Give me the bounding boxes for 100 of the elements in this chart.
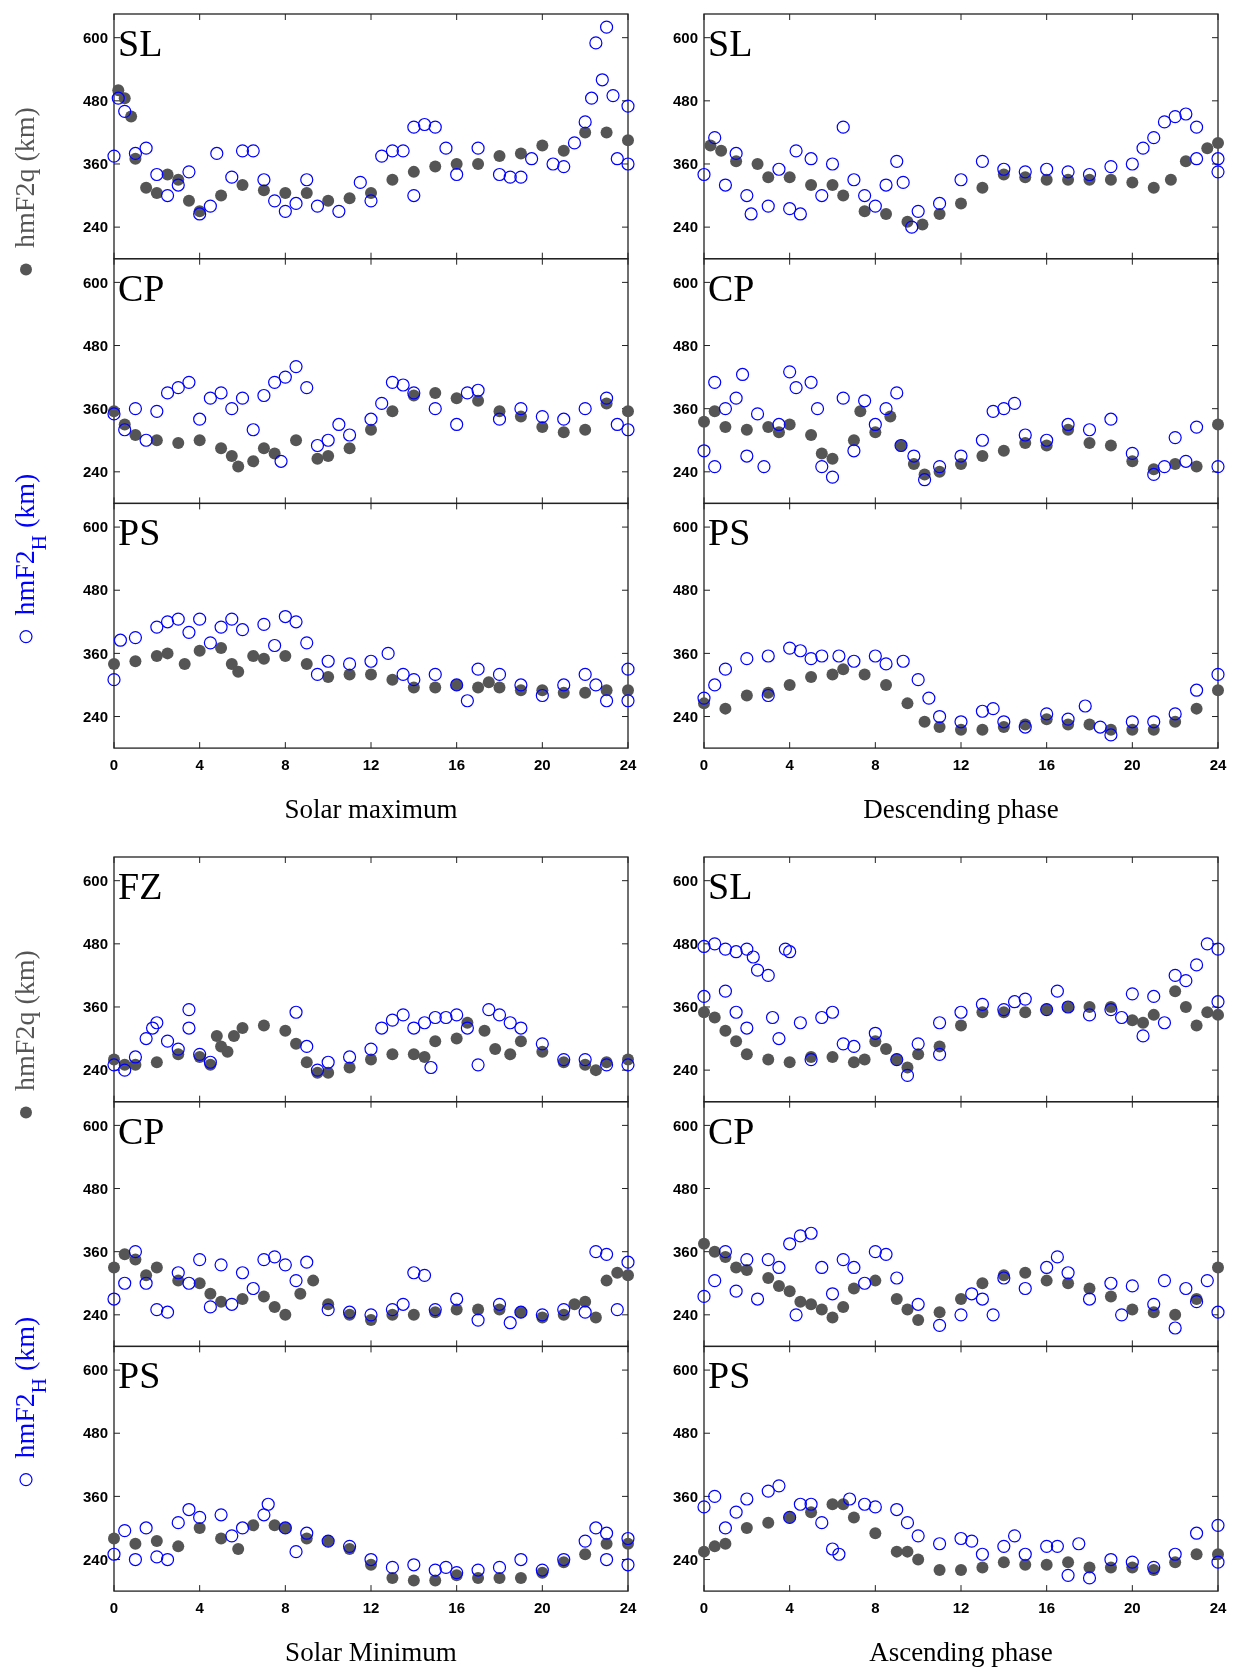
point	[1083, 718, 1096, 731]
point	[1157, 459, 1172, 474]
point	[342, 657, 357, 671]
point	[514, 1571, 527, 1584]
point	[482, 1003, 496, 1017]
point	[257, 173, 271, 187]
point	[793, 1229, 807, 1243]
x-tick-label: 24	[619, 1599, 637, 1617]
y-tick-label: 240	[82, 707, 108, 725]
point	[160, 1305, 175, 1319]
point	[599, 20, 614, 34]
point	[1040, 173, 1053, 186]
point	[750, 1292, 765, 1306]
point	[793, 644, 807, 658]
point	[225, 657, 238, 670]
point	[203, 1300, 217, 1314]
point	[740, 1521, 753, 1534]
point	[826, 1311, 839, 1324]
point	[815, 459, 829, 474]
point	[1147, 467, 1161, 482]
point	[322, 194, 335, 207]
point	[407, 1266, 421, 1280]
point	[595, 73, 609, 87]
point	[847, 654, 861, 668]
point	[772, 162, 786, 176]
point	[815, 1303, 828, 1316]
point	[810, 402, 825, 416]
point	[472, 681, 485, 694]
point	[621, 1255, 635, 1269]
point	[1157, 1016, 1172, 1030]
point	[300, 381, 314, 395]
point	[976, 1561, 989, 1574]
point	[321, 1055, 335, 1069]
point	[896, 654, 910, 668]
point	[954, 715, 968, 729]
point	[1179, 454, 1193, 468]
point	[1040, 162, 1054, 176]
point	[1211, 942, 1225, 956]
point	[450, 1008, 464, 1022]
point	[235, 623, 250, 637]
y-tick-label: 240	[82, 1550, 108, 1568]
point	[621, 157, 635, 171]
point	[257, 617, 271, 632]
point	[300, 173, 314, 187]
point	[375, 1021, 389, 1035]
point	[1104, 173, 1117, 186]
point	[589, 1311, 602, 1324]
point	[193, 1521, 206, 1534]
point	[621, 1058, 635, 1072]
point	[900, 1516, 915, 1530]
point	[343, 192, 356, 205]
annotation: CP	[708, 266, 755, 309]
point	[783, 365, 797, 379]
point	[161, 647, 174, 660]
point	[1179, 107, 1193, 121]
point	[912, 1048, 925, 1061]
point	[975, 704, 990, 718]
y-tick-label: 480	[672, 92, 698, 110]
point	[847, 1039, 861, 1054]
point	[757, 459, 771, 474]
point	[729, 1005, 743, 1019]
point	[708, 1245, 721, 1258]
annotation: CP	[708, 1109, 755, 1152]
point	[364, 1308, 378, 1322]
y-tick-label: 480	[82, 336, 108, 354]
point	[917, 473, 932, 487]
point	[879, 402, 893, 416]
point	[407, 188, 421, 203]
point	[772, 1279, 785, 1292]
point	[203, 636, 217, 650]
point	[503, 170, 517, 184]
point	[407, 1558, 421, 1572]
point	[622, 1269, 634, 1282]
point	[568, 1298, 581, 1311]
point	[450, 1292, 464, 1306]
point	[128, 146, 143, 161]
point	[868, 649, 882, 663]
point	[826, 452, 839, 465]
point	[300, 1255, 314, 1269]
point	[896, 175, 910, 189]
point	[471, 1563, 485, 1577]
point	[525, 152, 539, 166]
point	[300, 1526, 314, 1540]
point	[868, 417, 882, 432]
point	[514, 1021, 528, 1035]
point	[954, 449, 968, 463]
point	[418, 1050, 431, 1063]
point	[343, 1061, 356, 1074]
point	[729, 945, 743, 959]
y-tick-label: 360	[82, 155, 108, 173]
point	[793, 207, 807, 221]
point	[719, 1024, 732, 1037]
point	[204, 1287, 217, 1300]
point	[599, 1526, 614, 1540]
point	[268, 1519, 281, 1532]
point	[514, 1035, 527, 1048]
point	[905, 220, 919, 234]
point	[428, 1563, 442, 1577]
point	[932, 709, 947, 724]
point	[118, 1523, 132, 1538]
